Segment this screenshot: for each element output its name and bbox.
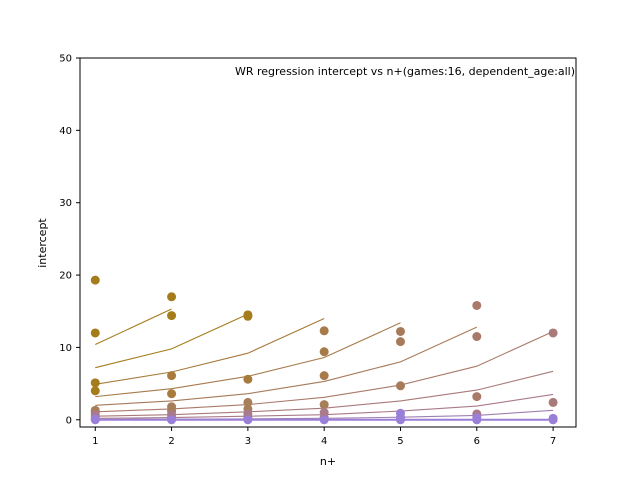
y-tick-label: 0 — [66, 415, 72, 426]
data-point-14 — [167, 389, 177, 399]
data-point-27 — [243, 415, 253, 425]
data-point-50 — [548, 415, 558, 425]
y-axis: 0 10 20 30 40 50 — [59, 54, 80, 426]
x-tick-label: 2 — [168, 436, 174, 447]
data-point-1 — [90, 275, 100, 285]
x-tick-label: 1 — [92, 436, 98, 447]
data-point-2 — [90, 328, 100, 338]
data-point-34 — [319, 415, 329, 425]
x-tick-label: 7 — [550, 436, 556, 447]
y-axis-label: intercept — [36, 218, 49, 268]
data-point-47 — [548, 328, 558, 338]
y-tick-label: 50 — [59, 54, 72, 65]
data-point-41 — [472, 300, 482, 310]
data-point-11 — [167, 292, 177, 302]
data-point-10 — [90, 415, 100, 425]
x-tick-label: 4 — [321, 436, 327, 447]
data-point-13 — [167, 371, 177, 381]
y-tick-label: 40 — [59, 126, 72, 137]
x-tick-label: 3 — [245, 436, 251, 447]
data-point-40 — [395, 415, 405, 425]
axes-frame — [79, 57, 577, 428]
x-axis: 1 2 3 4 5 6 7 — [92, 427, 556, 447]
data-point-36 — [395, 337, 405, 347]
series-line-3 — [95, 317, 325, 385]
series-line-1 — [95, 308, 172, 346]
y-tick-label: 30 — [59, 198, 72, 209]
chart-title: WR regression intercept vs n+(games:16, … — [235, 65, 575, 78]
data-points — [90, 275, 558, 425]
data-point-3 — [90, 378, 100, 388]
data-point-48 — [548, 397, 558, 407]
y-tick-label: 20 — [59, 271, 72, 282]
data-point-4 — [90, 386, 100, 396]
data-point-12 — [167, 311, 177, 321]
data-point-46 — [472, 415, 482, 425]
data-point-31 — [319, 400, 329, 410]
data-point-30 — [319, 371, 329, 381]
x-axis-label: n+ — [320, 455, 336, 468]
data-point-28 — [319, 326, 329, 336]
data-point-19 — [167, 415, 177, 425]
data-point-29 — [319, 347, 329, 357]
data-point-42 — [472, 332, 482, 342]
data-point-23 — [243, 397, 253, 407]
series-line-5 — [95, 326, 478, 406]
data-point-37 — [395, 381, 405, 391]
y-tick-label: 10 — [59, 343, 72, 354]
data-point-43 — [472, 392, 482, 402]
data-point-21 — [243, 311, 253, 321]
series-line-2 — [95, 313, 249, 369]
data-point-35 — [395, 326, 405, 336]
data-point-22 — [243, 374, 253, 384]
x-tick-label: 5 — [397, 436, 403, 447]
x-tick-label: 6 — [474, 436, 480, 447]
